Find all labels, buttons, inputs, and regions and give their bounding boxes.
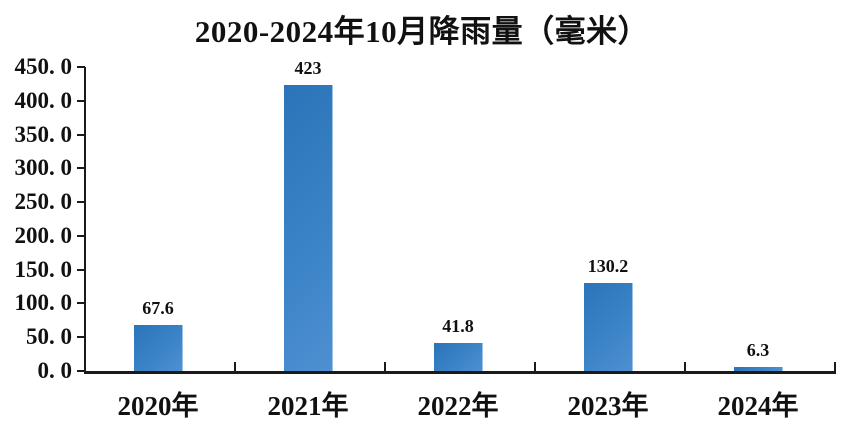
bar-value-label: 6.3 xyxy=(746,340,770,360)
y-axis-tick-label: 50. 0 xyxy=(26,324,72,350)
x-axis-category-label: 2020年 xyxy=(117,391,199,421)
y-axis-tick-label: 250. 0 xyxy=(14,189,73,215)
y-axis-tick-label: 100. 0 xyxy=(14,290,73,316)
y-axis-tick xyxy=(77,336,85,339)
y-axis-tick xyxy=(77,201,85,204)
y-axis-tick-label: 350. 0 xyxy=(14,121,73,147)
x-axis-line xyxy=(84,371,836,374)
y-axis-tick xyxy=(77,167,85,170)
x-axis-tick xyxy=(234,362,236,371)
bar-value-label: 423 xyxy=(294,58,322,78)
bar-2022年 xyxy=(434,343,483,371)
y-axis-tick-label: 300. 0 xyxy=(14,155,73,181)
y-axis-tick xyxy=(77,99,85,102)
x-axis-tick xyxy=(384,362,386,371)
y-axis-tick-label: 200. 0 xyxy=(14,222,73,248)
x-axis-tick xyxy=(534,362,536,371)
x-axis-category-label: 2022年 xyxy=(417,391,499,421)
y-axis-tick xyxy=(77,268,85,271)
y-axis-tick xyxy=(77,302,85,305)
bar-2024年 xyxy=(734,367,783,371)
plot-area: 450. 0 400. 0 350. 0 300. 0 250. 0 200. 0 150.… xyxy=(15,54,836,421)
x-axis-category-label: 2024年 xyxy=(717,391,799,421)
y-axis-tick xyxy=(77,66,85,68)
y-axis-tick xyxy=(77,370,85,372)
chart-title: 2020-2024年10月降雨量（毫米） xyxy=(194,14,650,49)
y-axis-tick xyxy=(77,234,85,237)
y-axis-tick-label: 150. 0 xyxy=(14,256,73,282)
y-axis-line xyxy=(84,67,86,374)
x-axis-tick xyxy=(684,362,686,371)
bar-2023年 xyxy=(584,283,633,371)
y-axis-tick xyxy=(77,133,85,136)
bar-2021年 xyxy=(284,85,333,371)
y-axis-tick-label: 0. 0 xyxy=(37,358,73,383)
y-axis-tick-label: 400. 0 xyxy=(14,87,73,113)
x-axis-category-label: 2023年 xyxy=(567,391,649,421)
bar-value-label: 67.6 xyxy=(142,298,174,318)
bar-value-label: 130.2 xyxy=(587,256,629,276)
bar-2020年 xyxy=(134,325,183,371)
x-axis-category-label: 2021年 xyxy=(267,391,349,421)
x-axis-tick xyxy=(834,362,836,371)
y-axis-tick-label: 450. 0 xyxy=(14,54,73,79)
bar-value-label: 41.8 xyxy=(442,316,474,336)
